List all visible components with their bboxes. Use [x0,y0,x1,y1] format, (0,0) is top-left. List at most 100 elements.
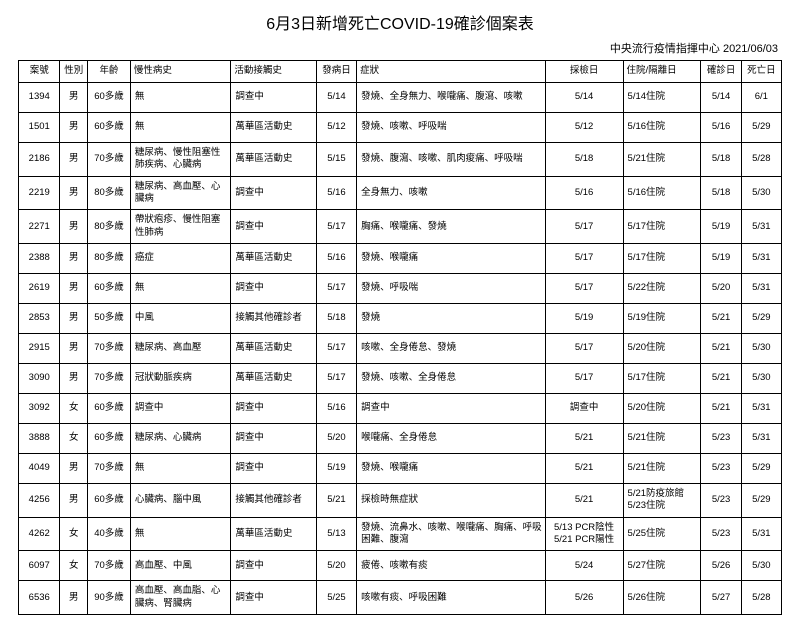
col-age: 年齡 [88,61,131,83]
cell-death: 5/31 [741,394,781,424]
cell-test: 5/13 PCR陰性5/21 PCR陽性 [545,517,623,551]
cell-contact: 調查中 [231,551,316,581]
cell-symptom: 全身無力、咳嗽 [357,176,546,210]
cell-age: 80多歲 [88,210,131,244]
cell-death: 5/28 [741,581,781,615]
cell-chronic: 心臟病、腦中風 [130,484,231,518]
cell-death: 5/30 [741,334,781,364]
cell-gender: 女 [60,517,88,551]
cell-chronic: 高血壓、高血脂、心臟病、腎臟病 [130,581,231,615]
table-row: 2619男60多歲無調查中5/17發燒、呼吸喘5/175/22住院5/205/3… [19,274,782,304]
cell-confirm: 5/18 [701,143,741,177]
cell-confirm: 5/27 [701,581,741,615]
col-symptom: 症狀 [357,61,546,83]
cell-test: 5/21 [545,454,623,484]
cell-confirm: 5/18 [701,176,741,210]
cell-symptom: 發燒、喉嚨痛 [357,454,546,484]
col-admit: 住院/隔離日 [623,61,701,83]
cell-caseNo: 1501 [19,113,60,143]
cell-contact: 萬華區活動史 [231,517,316,551]
cell-age: 60多歲 [88,113,131,143]
table-row: 2388男80多歲癌症萬華區活動史5/16發燒、喉嚨痛5/175/17住院5/1… [19,244,782,274]
cell-age: 60多歲 [88,484,131,518]
cell-onset: 5/13 [316,517,356,551]
cell-admit: 5/21住院 [623,143,701,177]
cell-death: 5/30 [741,551,781,581]
cell-age: 40多歲 [88,517,131,551]
cell-caseNo: 2186 [19,143,60,177]
col-gender: 性別 [60,61,88,83]
cell-test: 5/16 [545,176,623,210]
cell-gender: 男 [60,484,88,518]
cell-chronic: 帶狀疱疹、慢性阻塞性肺病 [130,210,231,244]
cell-chronic: 無 [130,83,231,113]
cell-contact: 萬華區活動史 [231,244,316,274]
cell-symptom: 發燒、腹瀉、咳嗽、肌肉痠痛、呼吸喘 [357,143,546,177]
cell-caseNo: 2915 [19,334,60,364]
col-caseNo: 案號 [19,61,60,83]
cell-chronic: 糖尿病、心臟病 [130,424,231,454]
cell-confirm: 5/21 [701,334,741,364]
cell-gender: 男 [60,454,88,484]
cell-caseNo: 3090 [19,364,60,394]
cell-test: 5/17 [545,244,623,274]
cell-symptom: 發燒、咳嗽、呼吸喘 [357,113,546,143]
cell-age: 60多歲 [88,394,131,424]
cell-symptom: 發燒、流鼻水、咳嗽、喉嚨痛、胸痛、呼吸困難、腹瀉 [357,517,546,551]
cell-confirm: 5/26 [701,551,741,581]
cell-death: 5/29 [741,113,781,143]
cell-symptom: 胸痛、喉嚨痛、發燒 [357,210,546,244]
cell-admit: 5/16住院 [623,176,701,210]
cell-chronic: 無 [130,274,231,304]
cell-death: 5/29 [741,304,781,334]
cell-test: 5/17 [545,364,623,394]
cell-symptom: 發燒 [357,304,546,334]
cell-confirm: 5/21 [701,394,741,424]
cell-onset: 5/17 [316,334,356,364]
cell-age: 80多歲 [88,176,131,210]
cell-gender: 男 [60,274,88,304]
cell-age: 70多歲 [88,551,131,581]
cell-onset: 5/12 [316,113,356,143]
cell-gender: 女 [60,424,88,454]
cell-chronic: 調查中 [130,394,231,424]
cell-chronic: 無 [130,517,231,551]
col-confirm: 確診日 [701,61,741,83]
cell-symptom: 咳嗽有痰、呼吸困難 [357,581,546,615]
cell-death: 5/31 [741,274,781,304]
table-row: 2219男80多歲糖尿病、高血壓、心臟病調查中5/16全身無力、咳嗽5/165/… [19,176,782,210]
cell-chronic: 糖尿病、慢性阻塞性肺疾病、心臟病 [130,143,231,177]
table-row: 3888女60多歲糖尿病、心臟病調查中5/20喉嚨痛、全身倦怠5/215/21住… [19,424,782,454]
cell-age: 60多歲 [88,424,131,454]
cell-death: 6/1 [741,83,781,113]
cell-onset: 5/16 [316,244,356,274]
cell-symptom: 發燒、呼吸喘 [357,274,546,304]
cell-onset: 5/14 [316,83,356,113]
cell-death: 5/28 [741,143,781,177]
cell-confirm: 5/16 [701,113,741,143]
cell-contact: 萬華區活動史 [231,113,316,143]
table-row: 1501男60多歲無萬華區活動史5/12發燒、咳嗽、呼吸喘5/125/16住院5… [19,113,782,143]
cell-age: 60多歲 [88,274,131,304]
cell-admit: 5/27住院 [623,551,701,581]
cell-death: 5/31 [741,517,781,551]
cell-caseNo: 2219 [19,176,60,210]
table-row: 2853男50多歲中風接觸其他確診者5/18發燒5/195/19住院5/215/… [19,304,782,334]
cell-confirm: 5/23 [701,517,741,551]
cell-caseNo: 3092 [19,394,60,424]
cell-test: 5/12 [545,113,623,143]
col-test: 採檢日 [545,61,623,83]
cell-test: 5/17 [545,334,623,364]
cell-age: 70多歲 [88,364,131,394]
cell-admit: 5/14住院 [623,83,701,113]
cell-contact: 調查中 [231,83,316,113]
cell-age: 70多歲 [88,334,131,364]
cell-onset: 5/16 [316,176,356,210]
cell-chronic: 中風 [130,304,231,334]
cell-gender: 男 [60,334,88,364]
cell-onset: 5/20 [316,424,356,454]
cell-gender: 男 [60,210,88,244]
cell-caseNo: 2388 [19,244,60,274]
cell-contact: 調查中 [231,424,316,454]
cell-gender: 男 [60,113,88,143]
